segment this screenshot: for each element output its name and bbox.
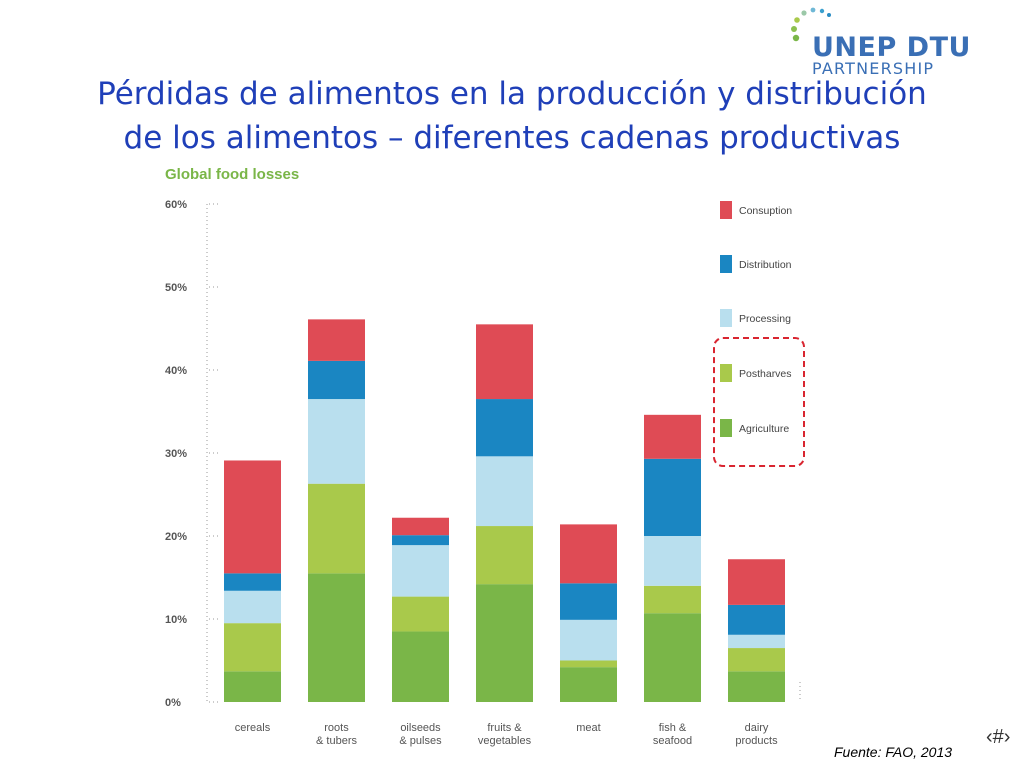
source-citation: Fuente: FAO, 2013 xyxy=(834,744,953,760)
legend-label: Consuption xyxy=(739,205,792,217)
bar-segment-consuption xyxy=(644,414,701,459)
bar-segment-distribution xyxy=(560,583,617,620)
bar-segment-processing xyxy=(308,399,365,484)
x-tick-label: fruits & xyxy=(487,722,522,734)
bar-segment-agriculture xyxy=(476,584,533,702)
legend-swatch-consuption xyxy=(720,201,732,219)
bar-segment-agriculture xyxy=(644,613,701,702)
y-tick-label: 20% xyxy=(165,531,187,543)
x-tick-label: roots xyxy=(324,722,349,734)
y-tick-label: 30% xyxy=(165,448,187,460)
x-tick-label: vegetables xyxy=(478,735,532,747)
x-tick-label: dairy xyxy=(745,722,769,734)
y-tick-label: 10% xyxy=(165,614,187,626)
bar-segment-postharves xyxy=(560,660,617,668)
y-tick-label: 0% xyxy=(165,697,181,709)
bar-segment-distribution xyxy=(392,535,449,546)
bar-segment-consuption xyxy=(224,460,281,574)
legend-label: Agriculture xyxy=(739,423,789,435)
highlight-dashed-box xyxy=(713,337,805,467)
bar-segment-agriculture xyxy=(308,573,365,702)
page-title: Pérdidas de alimentos en la producción y… xyxy=(40,72,984,160)
bar-segment-consuption xyxy=(728,559,785,605)
bar-segment-agriculture xyxy=(392,631,449,702)
bar-segment-distribution xyxy=(728,604,785,635)
x-tick-label: cereals xyxy=(235,722,271,734)
legend-label: Distribution xyxy=(739,259,792,271)
bar-segment-consuption xyxy=(392,517,449,536)
legend-swatch-postharves xyxy=(720,364,732,382)
bar-segment-agriculture xyxy=(728,671,785,702)
bar-segment-distribution xyxy=(476,399,533,457)
bar-segment-processing xyxy=(644,536,701,586)
bar-segment-distribution xyxy=(308,360,365,400)
legend-label: Postharves xyxy=(739,368,792,380)
x-tick-label: seafood xyxy=(653,735,692,747)
x-tick-label: & tubers xyxy=(316,735,357,747)
x-tick-label: fish & xyxy=(659,722,687,734)
bar-segment-consuption xyxy=(308,319,365,361)
bar-segment-distribution xyxy=(224,573,281,591)
bar-segment-consuption xyxy=(476,324,533,400)
x-tick-label: products xyxy=(735,735,778,747)
unep-dtu-logo: UNEP DTU PARTNERSHIP xyxy=(788,4,978,80)
legend-swatch-processing xyxy=(720,309,732,327)
title-line-2: de los alimentos – diferentes cadenas pr… xyxy=(123,120,901,156)
y-tick-label: 50% xyxy=(165,282,187,294)
bar-segment-postharves xyxy=(644,585,701,614)
x-tick-label: meat xyxy=(576,722,600,734)
y-tick-label: 40% xyxy=(165,365,187,377)
bar-segment-processing xyxy=(392,545,449,597)
bar-segment-agriculture xyxy=(224,671,281,702)
logo-sub-text: PARTNERSHIP xyxy=(812,59,935,78)
bar-segment-processing xyxy=(224,590,281,624)
y-tick-label: 60% xyxy=(165,199,187,211)
legend-label: Processing xyxy=(739,313,791,325)
bar-segment-postharves xyxy=(308,483,365,574)
bar-segment-distribution xyxy=(644,458,701,536)
bar-segment-processing xyxy=(728,634,785,649)
bar-segment-postharves xyxy=(728,648,785,672)
title-line-1: Pérdidas de alimentos en la producción y… xyxy=(97,76,927,112)
logo-main-text: UNEP DTU xyxy=(812,32,971,63)
page-number: ‹#› xyxy=(986,726,1011,748)
bar-segment-processing xyxy=(476,456,533,527)
x-tick-label: oilseeds xyxy=(400,722,441,734)
bar-segment-agriculture xyxy=(560,667,617,702)
bar-segment-postharves xyxy=(392,596,449,632)
legend-swatch-agriculture xyxy=(720,419,732,437)
chart-title: Global food losses xyxy=(165,166,300,183)
bar-segment-postharves xyxy=(476,526,533,585)
logo-dots-icon xyxy=(791,7,831,42)
x-tick-label: & pulses xyxy=(399,735,442,747)
bar-segment-postharves xyxy=(224,623,281,672)
bar-segment-processing xyxy=(560,619,617,661)
bar-segment-consuption xyxy=(560,524,617,584)
legend-swatch-distribution xyxy=(720,255,732,273)
